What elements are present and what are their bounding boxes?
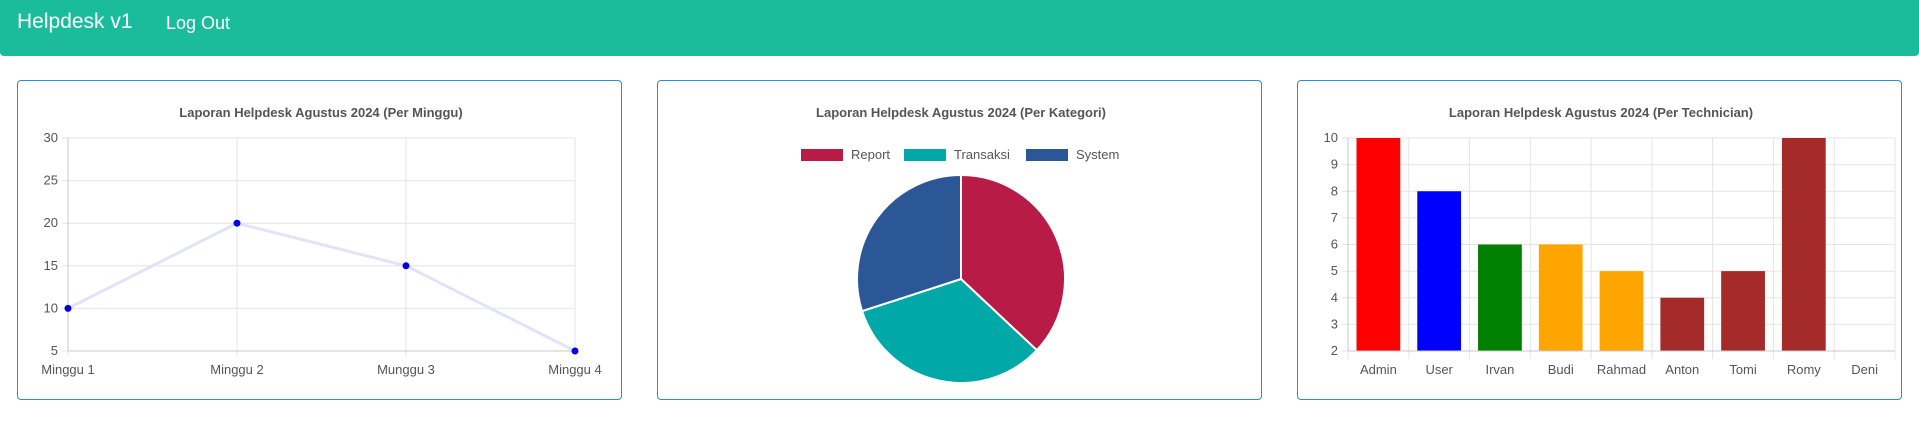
x-tick-label: Tomi <box>1729 362 1757 377</box>
data-point <box>571 347 579 355</box>
y-tick-label: 20 <box>44 215 58 230</box>
pie-slice <box>960 173 1066 352</box>
chart-title: Laporan Helpdesk Agustus 2024 (Per Kateg… <box>816 105 1106 120</box>
data-point <box>64 304 72 312</box>
chart-title: Laporan Helpdesk Agustus 2024 (Per Techn… <box>1449 105 1753 120</box>
x-tick-label: Deni <box>1851 362 1878 377</box>
legend-label: Report <box>851 147 890 162</box>
pie-slice <box>856 173 962 313</box>
y-tick-label: 4 <box>1331 290 1338 305</box>
series-line <box>67 221 576 353</box>
legend-swatch <box>904 149 946 161</box>
data-point <box>402 262 410 270</box>
y-tick-label: 8 <box>1331 183 1338 198</box>
technician-bar-chart: Laporan Helpdesk Agustus 2024 (Per Techn… <box>1324 105 1896 377</box>
y-tick-label: 9 <box>1331 157 1338 172</box>
y-tick-label: 10 <box>44 300 58 315</box>
x-tick-label: Minggu 1 <box>41 362 94 377</box>
x-tick-label: Minggu 4 <box>548 362 601 377</box>
bar <box>1417 191 1462 351</box>
y-tick-label: 6 <box>1331 237 1338 252</box>
bar <box>1660 297 1705 351</box>
legend-swatch <box>801 149 843 161</box>
x-tick-label: Budi <box>1548 362 1574 377</box>
y-tick-label: 5 <box>1331 263 1338 278</box>
chart-title: Laporan Helpdesk Agustus 2024 (Per Mingg… <box>179 105 462 120</box>
y-tick-label: 5 <box>51 343 58 358</box>
x-tick-label: Munggu 3 <box>377 362 435 377</box>
x-tick-label: Anton <box>1665 362 1699 377</box>
bar <box>1781 138 1826 351</box>
y-tick-label: 15 <box>44 258 58 273</box>
x-tick-label: Rahmad <box>1597 362 1646 377</box>
y-tick-label: 2 <box>1331 343 1338 358</box>
y-tick-label: 25 <box>44 173 58 188</box>
navbar: Helpdesk v1 Log Out <box>0 0 1919 56</box>
weekly-line-chart: Laporan Helpdesk Agustus 2024 (Per Mingg… <box>41 105 601 377</box>
legend-label: System <box>1076 147 1119 162</box>
x-tick-label: Romy <box>1787 362 1821 377</box>
y-tick-label: 30 <box>44 130 58 145</box>
logout-link[interactable]: Log Out <box>166 13 231 33</box>
y-tick-label: 3 <box>1331 316 1338 331</box>
bar <box>1538 244 1583 351</box>
x-tick-label: Admin <box>1360 362 1397 377</box>
bar <box>1599 271 1644 351</box>
data-point <box>233 219 241 227</box>
bar <box>1356 138 1401 351</box>
x-tick-label: Minggu 2 <box>210 362 263 377</box>
x-tick-label: Irvan <box>1485 362 1514 377</box>
category-chart-card: Laporan Helpdesk Agustus 2024 (Per Kateg… <box>657 80 1262 400</box>
technician-chart-card: Laporan Helpdesk Agustus 2024 (Per Techn… <box>1297 80 1902 400</box>
pie-slice <box>860 277 1039 384</box>
x-tick-label: User <box>1425 362 1453 377</box>
y-tick-label: 7 <box>1331 210 1338 225</box>
legend-label: Transaksi <box>954 147 1010 162</box>
legend-swatch <box>1026 149 1068 161</box>
bar <box>1721 271 1765 351</box>
y-tick-label: 10 <box>1324 130 1338 145</box>
brand-link[interactable]: Helpdesk v1 <box>17 10 133 33</box>
bar <box>1478 244 1522 351</box>
category-pie-chart: Laporan Helpdesk Agustus 2024 (Per Kateg… <box>801 105 1119 384</box>
weekly-chart-card: Laporan Helpdesk Agustus 2024 (Per Mingg… <box>17 80 622 400</box>
